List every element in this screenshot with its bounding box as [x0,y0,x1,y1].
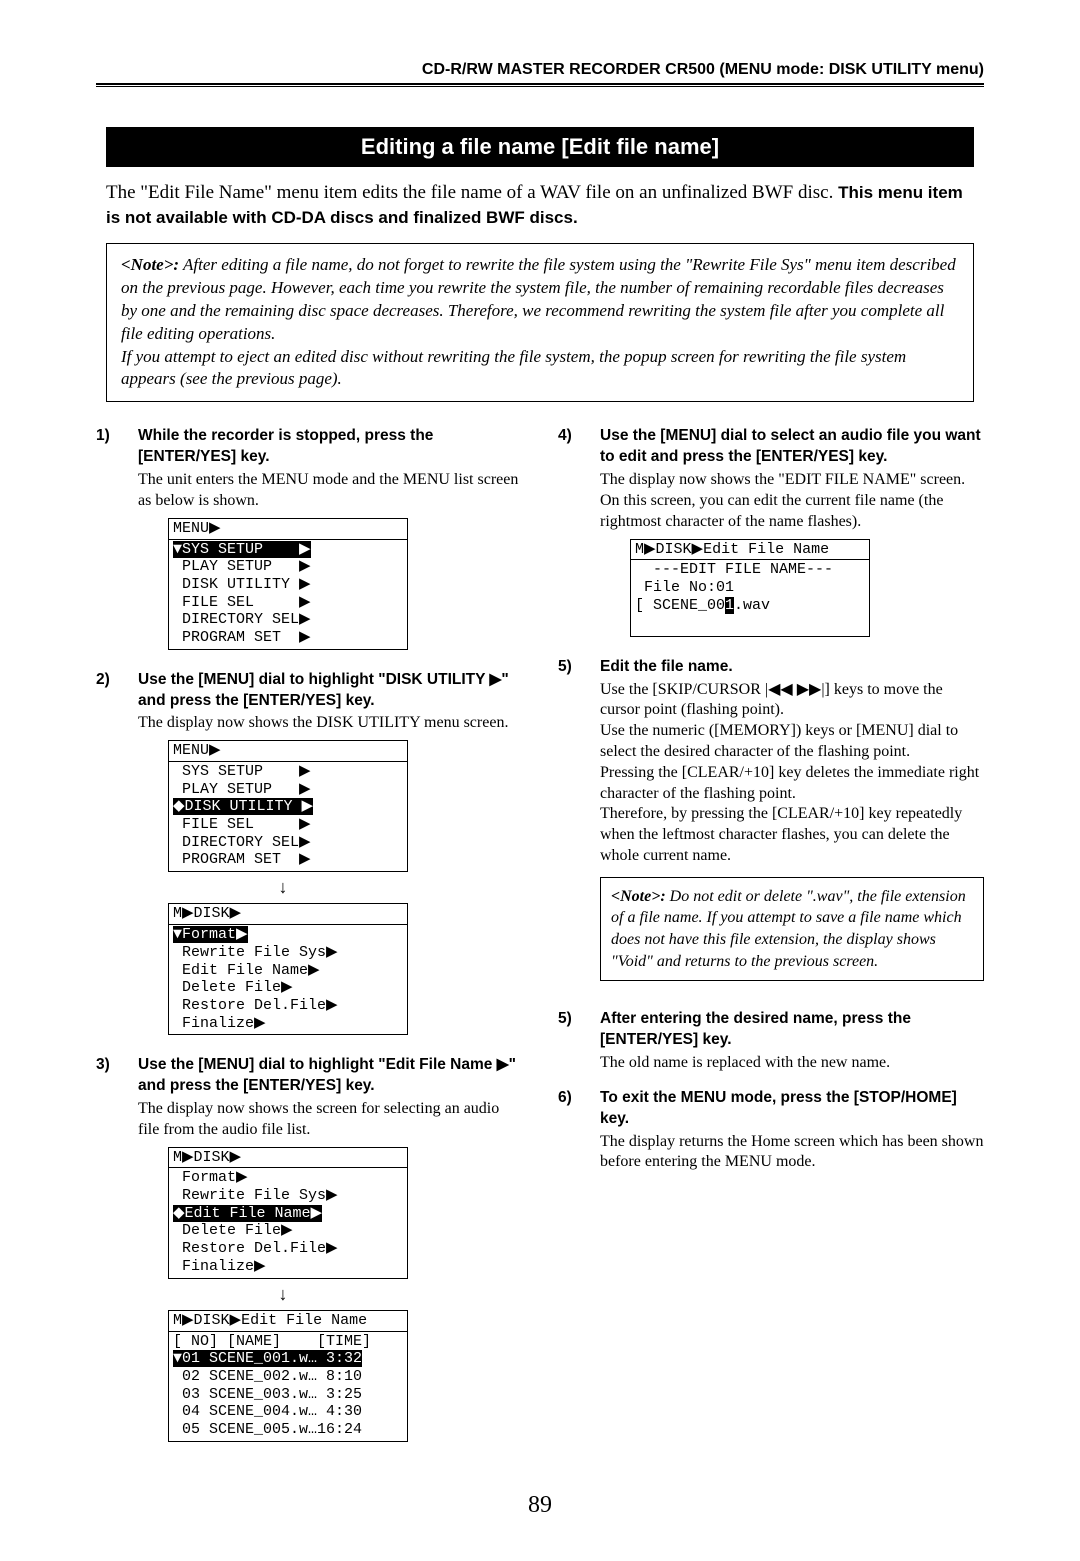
step-description: The display returns the Home screen whic… [600,1132,984,1174]
lcd-row-selected: ▼Format▶ [173,926,248,943]
step-heading: Edit the file name. [600,657,984,678]
right-column: 4) Use the [MENU] dial to select an audi… [558,426,984,1461]
lcd-row: FILE SEL ▶ [173,816,311,833]
lcd-row: Rewrite File Sys▶ [173,944,338,961]
intro-paragraph: The "Edit File Name" menu item edits the… [106,181,974,230]
step-number: 5) [558,657,600,995]
note-box-inner: <Note>: Do not edit or delete ".wav", th… [600,877,984,981]
step-6: 6) To exit the MENU mode, press the [STO… [558,1088,984,1173]
lcd-row: PROGRAM SET ▶ [173,851,311,868]
lcd-row-selected: ◆Edit File Name▶ [173,1205,322,1222]
lcd-row: DISK UTILITY ▶ [173,576,311,593]
step-heading: To exit the MENU mode, press the [STOP/H… [600,1088,984,1130]
lcd-row: PROGRAM SET ▶ [173,629,311,646]
step-number: 2) [96,670,138,1042]
lcd-row-selected: ▼01 SCENE_001.w… 3:32 [173,1350,362,1367]
step-number: 1) [96,426,138,655]
lcd-screen-1: MENU▶▼SYS SETUP ▶ PLAY SETUP ▶ DISK UTIL… [168,518,408,650]
lcd-cursor-char: 1 [725,597,734,614]
lcd-screen-2a: MENU▶ SYS SETUP ▶ PLAY SETUP ▶ ◆DISK UTI… [168,740,408,872]
step-5a: 5) Edit the file name. Use the [SKIP/CUR… [558,657,984,995]
lcd-row: 05 SCENE_005.w…16:24 [173,1421,362,1438]
note-label: <Note>: [611,888,666,905]
down-arrow-icon: ↓ [168,1283,398,1306]
section-title: Editing a file name [Edit file name] [106,127,974,168]
down-arrow-icon: ↓ [168,876,398,899]
step-1: 1) While the recorder is stopped, press … [96,426,522,655]
step-number: 3) [96,1055,138,1447]
intro-text: The "Edit File Name" menu item edits the… [106,182,838,203]
step-number: 4) [558,426,600,642]
lcd-row: FILE SEL ▶ [173,594,311,611]
note-text: After editing a file name, do not forget… [121,255,956,389]
lcd-row: PLAY SETUP ▶ [173,558,311,575]
lcd-row: Restore Del.File▶ [173,997,338,1014]
step-number: 6) [558,1088,600,1173]
header-rule [96,86,984,87]
step-heading: Use the [MENU] dial to select an audio f… [600,426,984,468]
lcd-row-selected: ◆DISK UTILITY ▶ [173,798,313,815]
step-description: The old name is replaced with the new na… [600,1053,984,1074]
lcd-title: M▶DISK▶Edit File Name [169,1311,407,1332]
step-3: 3) Use the [MENU] dial to highlight "Edi… [96,1055,522,1447]
note-label: <Note>: [121,255,179,274]
step-2: 2) Use the [MENU] dial to highlight "DIS… [96,670,522,1042]
lcd-row: Restore Del.File▶ [173,1240,338,1257]
lcd-screen-3b: M▶DISK▶Edit File Name[ NO] [NAME] [TIME]… [168,1310,408,1442]
lcd-row: Edit File Name▶ [173,962,320,979]
step-5b: 5) After entering the desired name, pres… [558,1009,984,1074]
lcd-row: Delete File▶ [173,1222,293,1239]
step-heading: Use the [MENU] dial to highlight "Edit F… [138,1055,522,1097]
lcd-row: Rewrite File Sys▶ [173,1187,338,1204]
lcd-row: Format▶ [173,1169,248,1186]
step-heading: While the recorder is stopped, press the… [138,426,522,468]
step-heading: Use the [MENU] dial to highlight "DISK U… [138,670,522,712]
lcd-row: File No:01 [635,579,734,596]
lcd-row-selected: ▼SYS SETUP ▶ [173,541,311,558]
step-description: The display now shows the DISK UTILITY m… [138,713,522,734]
lcd-row: DIRECTORY SEL▶ [173,834,311,851]
lcd-row: Finalize▶ [173,1015,266,1032]
lcd-row: PLAY SETUP ▶ [173,781,311,798]
page-number: 89 [96,1490,984,1521]
step-description: The display now shows the screen for sel… [138,1099,522,1141]
lcd-row: [ NO] [NAME] [TIME] [173,1333,371,1350]
lcd-screen-2b: M▶DISK▶▼Format▶ Rewrite File Sys▶ Edit F… [168,903,408,1035]
lcd-title: M▶DISK▶ [169,904,407,925]
step-number: 5) [558,1009,600,1074]
note-box-main: <Note>: After editing a file name, do no… [106,243,974,403]
lcd-title: M▶DISK▶ [169,1148,407,1169]
lcd-row: 04 SCENE_004.w… 4:30 [173,1403,362,1420]
step-description: The display now shows the "EDIT FILE NAM… [600,470,984,532]
two-column-layout: 1) While the recorder is stopped, press … [96,426,984,1461]
step-heading: After entering the desired name, press t… [600,1009,984,1051]
step-description: The unit enters the MENU mode and the ME… [138,470,522,512]
left-column: 1) While the recorder is stopped, press … [96,426,522,1461]
lcd-row: 03 SCENE_003.w… 3:25 [173,1386,362,1403]
lcd-row: DIRECTORY SEL▶ [173,611,311,628]
lcd-row: SYS SETUP ▶ [173,763,311,780]
page-header: CD-R/RW MASTER RECORDER CR500 (MENU mode… [96,60,984,85]
lcd-row: [ SCENE_00 [635,597,725,614]
lcd-row: ---EDIT FILE NAME--- [635,561,833,578]
lcd-row: 02 SCENE_002.w… 8:10 [173,1368,362,1385]
lcd-screen-4: M▶DISK▶Edit File Name ---EDIT FILE NAME-… [630,539,870,637]
lcd-row: Finalize▶ [173,1258,266,1275]
lcd-title: MENU▶ [169,741,407,762]
lcd-title: MENU▶ [169,519,407,540]
step-description: Use the [SKIP/CURSOR |◀◀ ▶▶|] keys to mo… [600,680,984,867]
lcd-row: Delete File▶ [173,979,293,996]
lcd-screen-3a: M▶DISK▶ Format▶ Rewrite File Sys▶ ◆Edit … [168,1147,408,1279]
step-4: 4) Use the [MENU] dial to select an audi… [558,426,984,642]
lcd-title: M▶DISK▶Edit File Name [631,540,869,561]
lcd-row: .wav [734,597,770,614]
